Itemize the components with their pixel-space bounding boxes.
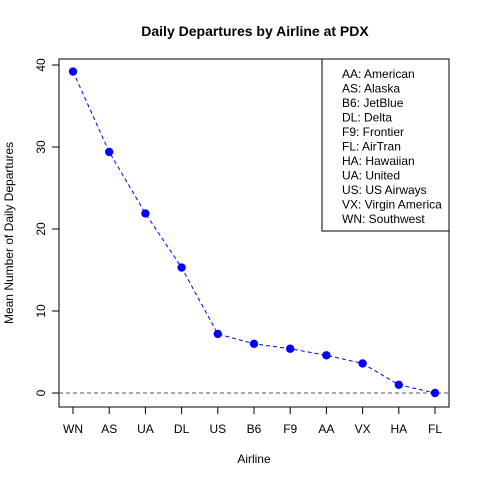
y-tick-label: 20	[34, 222, 48, 236]
x-tick-label: VX	[355, 422, 371, 436]
data-point	[177, 263, 186, 272]
legend-entry: VX: Virgin America	[342, 198, 442, 212]
x-tick-label: F9	[283, 422, 297, 436]
legend-entry: AA: American	[342, 67, 415, 81]
data-point	[286, 344, 295, 353]
y-tick-label: 40	[34, 58, 48, 72]
legend-entry: F9: Frontier	[342, 125, 404, 139]
x-tick-label: WN	[63, 422, 83, 436]
legend-entry: UA: United	[342, 169, 400, 183]
x-tick-label: FL	[428, 422, 442, 436]
data-point	[394, 380, 403, 389]
y-tick-label: 10	[34, 304, 48, 318]
legend-entry: WN: Southwest	[342, 212, 425, 226]
data-point	[141, 209, 150, 218]
data-point	[105, 147, 114, 157]
data-point	[249, 339, 259, 348]
legend-entry: B6: JetBlue	[342, 96, 404, 110]
data-point	[430, 388, 440, 398]
x-tick-label: HA	[390, 422, 407, 436]
y-tick-label: 30	[34, 140, 48, 154]
chart-title: Daily Departures by Airline at PDX	[141, 23, 369, 39]
y-axis: 0 10 20 30 40	[34, 58, 60, 396]
legend-entry: AS: Alaska	[342, 82, 400, 96]
x-axis: WN AS UA DL US B6 F9 AA VX HA FL	[63, 406, 442, 436]
y-axis-label: Mean Number of Daily Departures	[2, 142, 16, 324]
data-point	[358, 359, 367, 368]
data-point	[213, 329, 222, 339]
x-tick-label: AA	[318, 422, 334, 436]
x-tick-label: B6	[247, 422, 262, 436]
data-point	[322, 351, 331, 360]
x-tick-label: UA	[137, 422, 154, 436]
x-tick-label: DL	[174, 422, 190, 436]
y-tick-label: 0	[34, 389, 48, 396]
x-tick-label: US	[209, 422, 226, 436]
x-axis-label: Airline	[237, 452, 271, 466]
legend-entry: HA: Hawaiian	[342, 154, 415, 168]
legend-entry: DL: Delta	[342, 111, 392, 125]
legend-entry: US: US Airways	[342, 183, 427, 197]
legend-box	[321, 58, 450, 232]
x-tick-label: AS	[101, 422, 117, 436]
legend-entry: FL: AirTran	[342, 140, 401, 154]
data-point	[68, 67, 78, 76]
data-points	[68, 67, 440, 398]
